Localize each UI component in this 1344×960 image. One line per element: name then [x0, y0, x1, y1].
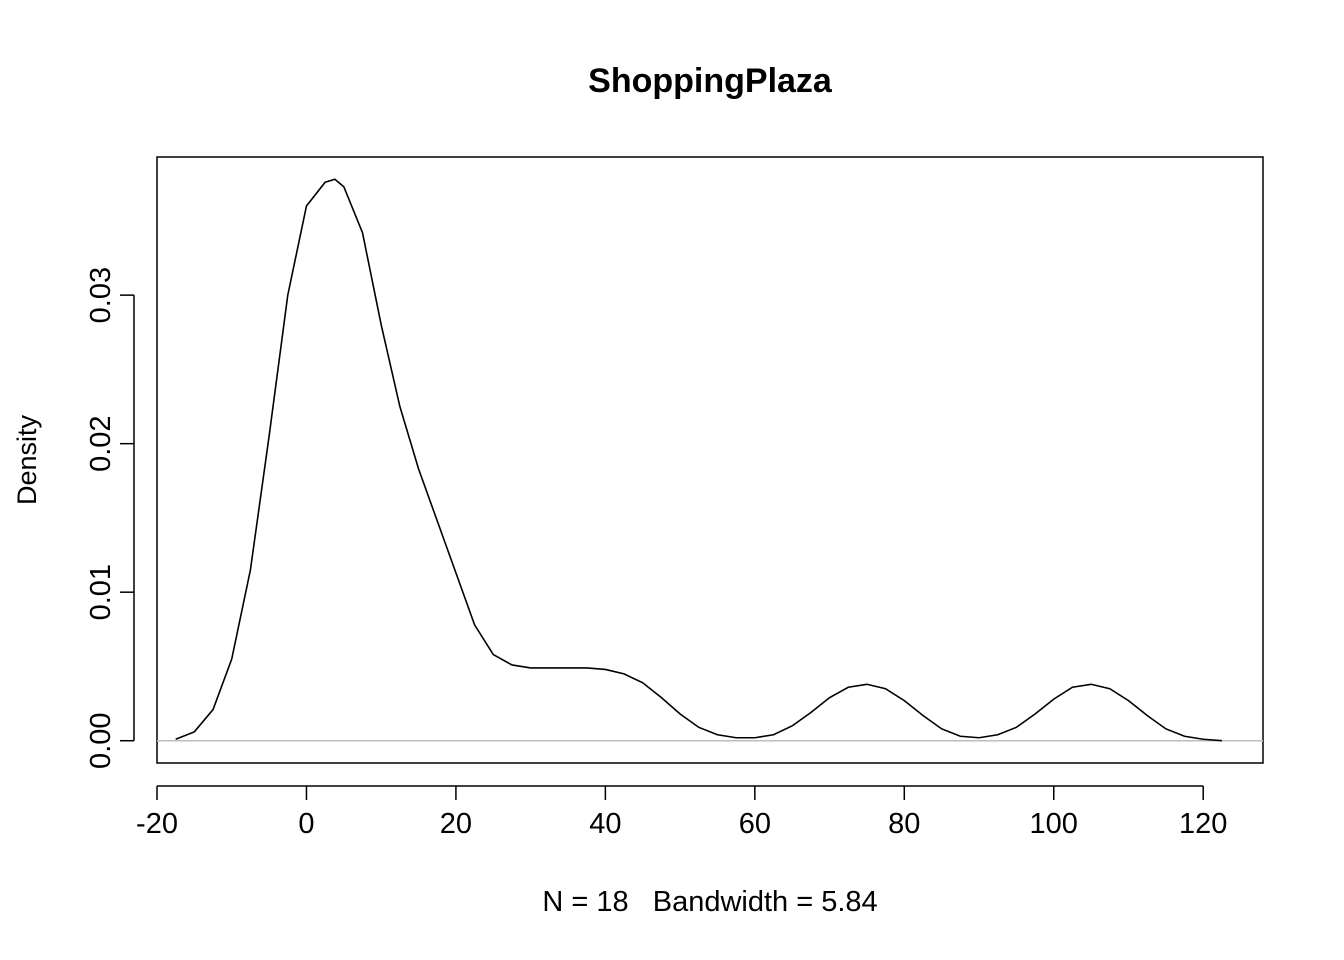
x-axis: -20 0 20 40 60 80 100 120 [136, 785, 1227, 840]
x-tick-label: 0 [298, 808, 314, 840]
x-tick-label: 100 [1030, 808, 1078, 840]
x-tick-label: 60 [739, 808, 771, 840]
chart-title: ShoppingPlaza [588, 62, 833, 100]
x-axis-label: N = 18 Bandwidth = 5.84 [542, 886, 877, 918]
y-tick-label: 0.01 [85, 564, 117, 620]
plot-area [156, 156, 1264, 764]
x-tick-label: 120 [1179, 808, 1227, 840]
x-tick-label: 80 [888, 808, 920, 840]
y-tick-label: 0.00 [85, 712, 117, 768]
x-tick-label: 20 [440, 808, 472, 840]
density-curve [175, 178, 1222, 742]
y-tick-label: 0.03 [85, 267, 117, 323]
y-axis-label: Density [12, 414, 42, 505]
x-tick-label: 40 [589, 808, 621, 840]
y-tick-label: 0.02 [85, 415, 117, 471]
y-axis: 0.00 0.01 0.02 0.03 [85, 267, 135, 769]
x-tick-label: -20 [136, 808, 178, 840]
